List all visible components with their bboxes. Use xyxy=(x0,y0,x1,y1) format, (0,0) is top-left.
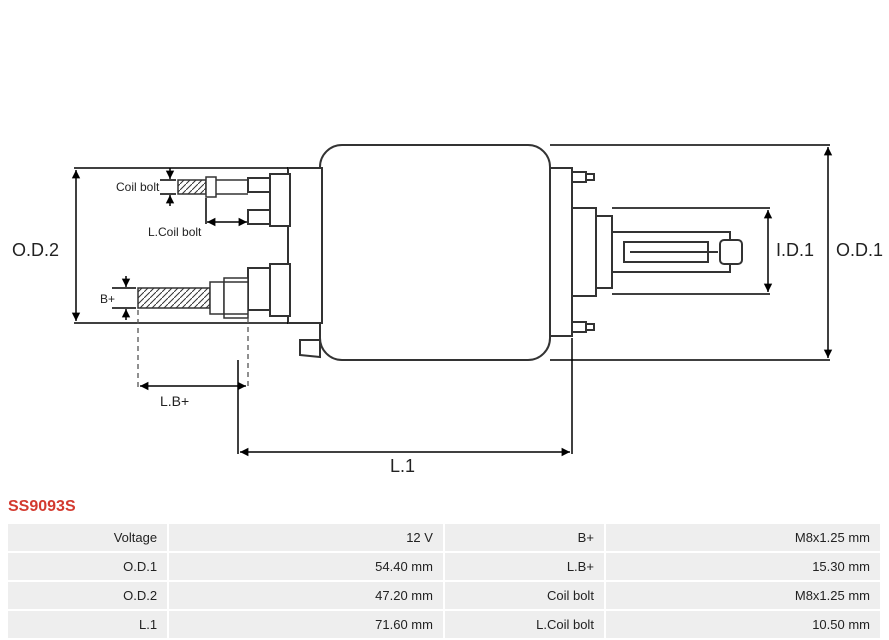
spec-label: L.B+ xyxy=(445,553,604,580)
label-l1: L.1 xyxy=(390,456,415,476)
label-bplus: B+ xyxy=(100,292,115,306)
spec-label: B+ xyxy=(445,524,604,551)
spec-value: 47.20 mm xyxy=(169,582,443,609)
spec-label: O.D.2 xyxy=(8,582,167,609)
label-od2: O.D.2 xyxy=(12,240,59,260)
part-number: SS9093S xyxy=(8,498,76,516)
label-od1: O.D.1 xyxy=(836,240,883,260)
table-row: O.D.1 54.40 mm L.B+ 15.30 mm xyxy=(8,553,880,580)
table-row: O.D.2 47.20 mm Coil bolt M8x1.25 mm xyxy=(8,582,880,609)
spec-value: M8x1.25 mm xyxy=(606,582,880,609)
spec-label: O.D.1 xyxy=(8,553,167,580)
spec-label: Coil bolt xyxy=(445,582,604,609)
label-lbplus: L.B+ xyxy=(160,393,189,409)
label-id1: I.D.1 xyxy=(776,240,814,260)
label-lcoilbolt: L.Coil bolt xyxy=(148,225,202,239)
label-coilbolt: Coil bolt xyxy=(116,180,160,194)
table-row: Voltage 12 V B+ M8x1.25 mm xyxy=(8,524,880,551)
spec-value: 54.40 mm xyxy=(169,553,443,580)
technical-drawing: O.D.2 O.D.1 I.D.1 L.1 L.B+ B+ Coil bolt … xyxy=(0,10,889,490)
spec-label: Voltage xyxy=(8,524,167,551)
spec-table: Voltage 12 V B+ M8x1.25 mm O.D.1 54.40 m… xyxy=(6,522,882,640)
spec-value: 15.30 mm xyxy=(606,553,880,580)
spec-value: M8x1.25 mm xyxy=(606,524,880,551)
spec-value: 12 V xyxy=(169,524,443,551)
